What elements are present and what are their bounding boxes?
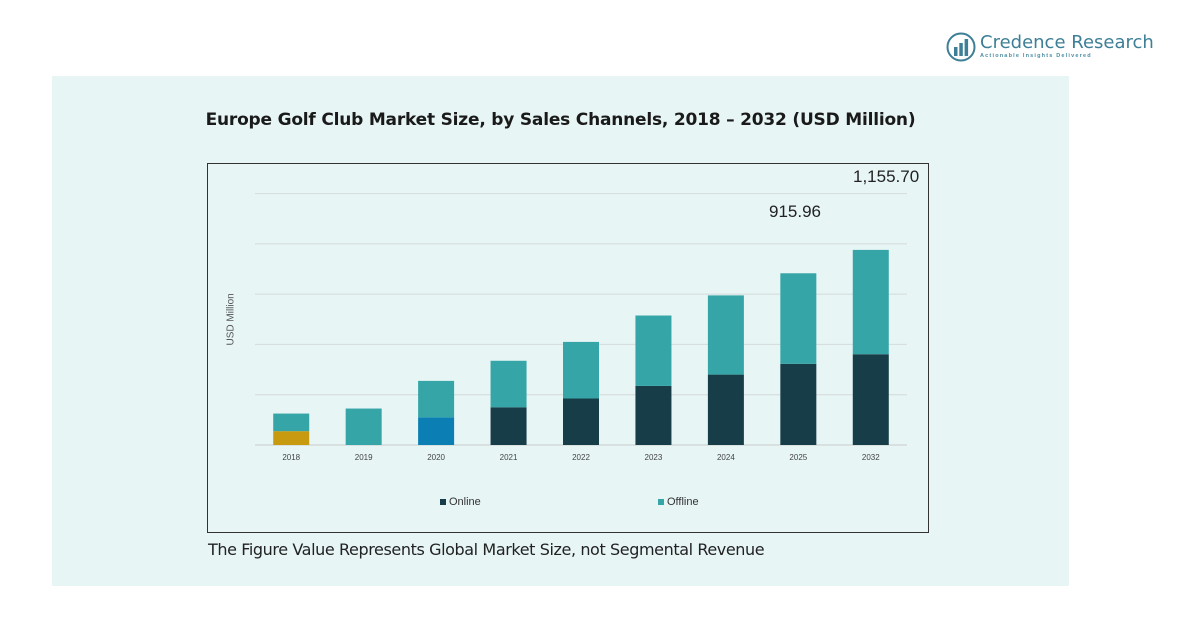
- bar-online-2020: [418, 417, 455, 445]
- chart-panel: [52, 76, 1069, 586]
- annotation-2032: 1,155.70: [853, 167, 920, 186]
- legend-label-offline: Offline: [667, 496, 699, 508]
- bar-chart-logo-icon: [946, 32, 976, 62]
- legend-item-online: Online: [440, 496, 481, 508]
- bar-offline-2032: [852, 249, 889, 355]
- plot-area: [207, 163, 929, 533]
- footnote: The Figure Value Represents Global Marke…: [208, 540, 765, 559]
- x-tick-label-2018: 2018: [282, 453, 300, 462]
- chart-title: Europe Golf Club Market Size, by Sales C…: [205, 110, 916, 130]
- brand-logo: Credence Research Actionable Insights De…: [946, 30, 1154, 64]
- bar-offline-2021: [490, 360, 527, 408]
- x-tick-label-2022: 2022: [572, 453, 590, 462]
- x-tick-label-2019: 2019: [355, 453, 373, 462]
- legend-swatch-offline: [658, 499, 664, 505]
- bar-offline-2020: [418, 380, 455, 418]
- x-tick-label-2020: 2020: [427, 453, 445, 462]
- x-tick-label-2025: 2025: [789, 453, 807, 462]
- bar-offline-2019: [345, 408, 382, 445]
- bar-online-2024: [707, 374, 744, 445]
- bar-offline-2022: [563, 341, 599, 399]
- legend-label-online: Online: [449, 496, 481, 508]
- annotation-2025: 915.96: [769, 202, 821, 221]
- x-tick-label-2021: 2021: [500, 453, 518, 462]
- legend-item-offline: Offline: [658, 496, 699, 508]
- brand-name: Credence Research: [980, 32, 1154, 53]
- bar-online-2032: [852, 354, 889, 445]
- bar-offline-2018: [273, 413, 310, 432]
- bar-online-2025: [780, 363, 817, 445]
- chart-canvas: 2018 2019 2020 2021 2022 2023 2024 2025 2032: [255, 193, 907, 462]
- bar-offline-2025: [780, 273, 817, 364]
- legend-swatch-online: [440, 499, 446, 505]
- y-axis-label: USD Million: [225, 293, 237, 346]
- bar-online-2022: [563, 398, 599, 445]
- bar-online-2018: [273, 431, 310, 445]
- x-tick-label-2032: 2032: [862, 453, 880, 462]
- x-tick-label-2023: 2023: [645, 453, 663, 462]
- bar-offline-2023: [635, 315, 672, 386]
- bar-online-2021: [490, 407, 527, 445]
- x-tick-label-2024: 2024: [717, 453, 735, 462]
- brand-tagline: Actionable Insights Delivered: [980, 53, 1092, 59]
- bar-online-2023: [635, 385, 672, 445]
- bar-offline-2024: [707, 295, 744, 375]
